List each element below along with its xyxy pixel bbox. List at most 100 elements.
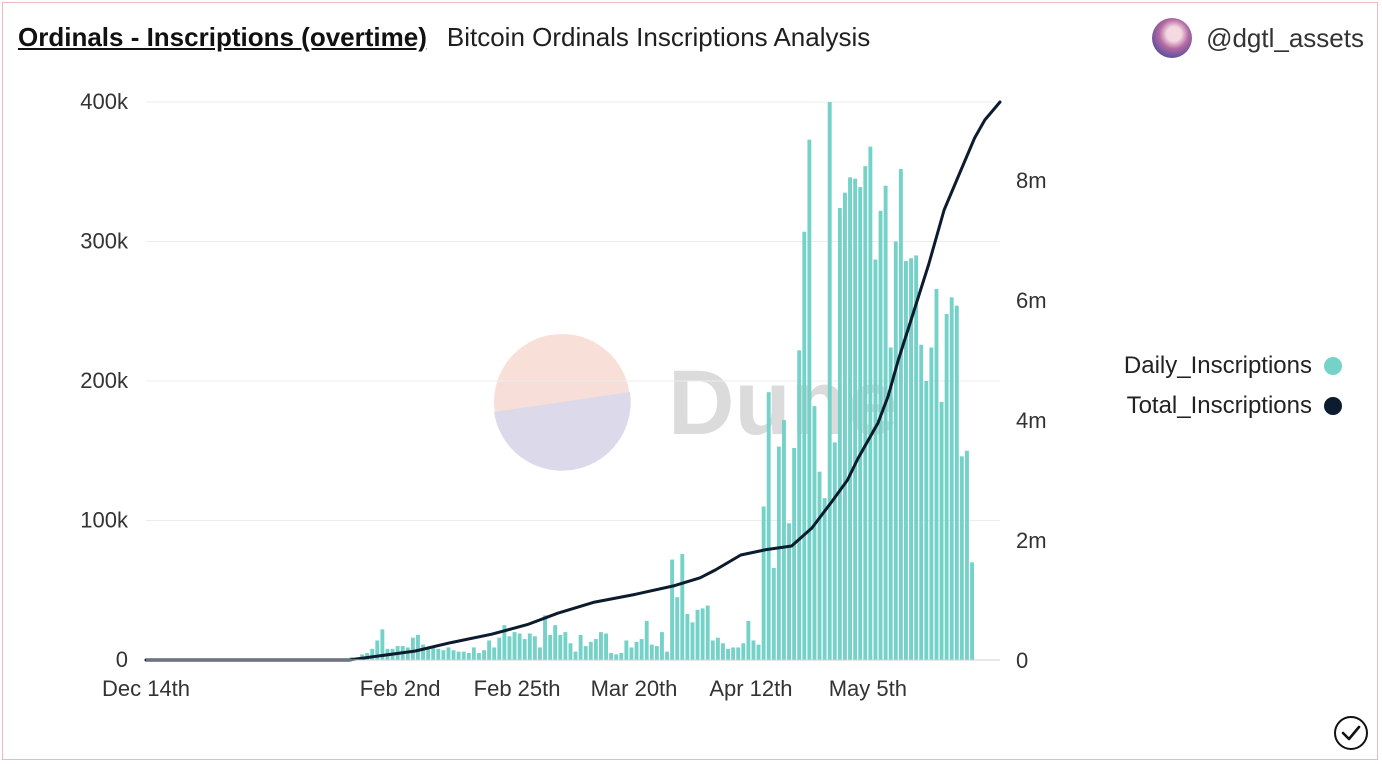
- bar-daily-inscriptions: [654, 646, 659, 660]
- line-total-inscriptions: [144, 100, 1002, 662]
- bar-daily-inscriptions: [634, 641, 639, 660]
- axes: 0 100k 200k 300k 400k 0 2m 4m 6m 8m Dec 14th Feb 2n…: [80, 89, 1046, 701]
- bar-daily-inscriptions: [446, 647, 451, 660]
- legend-dot-total: [1324, 397, 1342, 415]
- check-icon: [1341, 725, 1361, 741]
- bar-daily-inscriptions: [726, 648, 730, 660]
- bar-daily-inscriptions: [919, 344, 924, 660]
- bar-daily-inscriptions: [868, 146, 873, 660]
- bar-daily-inscriptions: [436, 648, 441, 660]
- bar-daily-inscriptions: [741, 643, 746, 660]
- x-tick-label: Mar 20th: [591, 676, 678, 701]
- bar-daily-inscriptions: [614, 654, 619, 660]
- bar-daily-inscriptions: [482, 650, 486, 660]
- legend-item-total[interactable]: Total_Inscriptions: [1098, 386, 1342, 426]
- bar-daily-inscriptions: [512, 632, 517, 660]
- legend-label-daily: Daily_Inscriptions: [1123, 352, 1312, 379]
- bar-daily-inscriptions: [410, 637, 415, 660]
- bar-daily-inscriptions: [558, 634, 563, 660]
- bar-daily-inscriptions: [604, 633, 608, 660]
- bar-daily-inscriptions: [624, 640, 629, 660]
- bar-daily-inscriptions: [883, 185, 888, 660]
- bar-daily-inscriptions: [675, 597, 680, 660]
- bar-daily-inscriptions: [782, 420, 786, 660]
- y-right-tick-label: 2m: [1016, 528, 1047, 553]
- bar-daily-inscriptions: [756, 644, 761, 660]
- bar-daily-inscriptions: [909, 258, 913, 660]
- bar-daily-inscriptions: [939, 401, 944, 660]
- bar-daily-inscriptions: [497, 637, 502, 660]
- bar-daily-inscriptions: [904, 261, 908, 660]
- bar-daily-inscriptions: [487, 640, 492, 660]
- author-profile-link[interactable]: @dgtl_assets: [1152, 18, 1364, 58]
- bar-daily-inscriptions: [588, 641, 593, 660]
- bar-daily-inscriptions: [456, 651, 461, 660]
- y-right-tick-label: 8m: [1016, 168, 1047, 193]
- bar-daily-inscriptions: [797, 350, 802, 660]
- bar-daily-inscriptions: [792, 447, 797, 660]
- bar-daily-inscriptions: [761, 506, 766, 660]
- bar-daily-inscriptions: [873, 259, 878, 660]
- bar-daily-inscriptions: [573, 651, 578, 660]
- bar-daily-inscriptions: [421, 644, 425, 660]
- bar-daily-inscriptions: [893, 241, 898, 660]
- bar-daily-inscriptions: [583, 646, 588, 660]
- bar-daily-inscriptions: [553, 625, 558, 660]
- bar-daily-inscriptions: [599, 632, 603, 660]
- bar-daily-inscriptions: [532, 636, 537, 660]
- bar-daily-inscriptions: [507, 636, 512, 660]
- bar-daily-inscriptions: [837, 208, 842, 660]
- bar-daily-inscriptions: [527, 633, 532, 660]
- legend: Daily_Inscriptions Total_Inscriptions: [1098, 346, 1342, 426]
- bar-daily-inscriptions: [477, 653, 481, 660]
- dune-watermark: Dune: [494, 334, 898, 471]
- y-left-tick-label: 400k: [80, 89, 129, 114]
- bar-daily-inscriptions: [543, 615, 547, 660]
- bar-daily-inscriptions: [380, 629, 385, 660]
- bar-daily-inscriptions: [848, 177, 852, 660]
- bar-daily-inscriptions: [944, 314, 949, 660]
- bar-daily-inscriptions: [548, 634, 553, 660]
- legend-item-daily[interactable]: Daily_Inscriptions: [1098, 346, 1342, 386]
- bar-daily-inscriptions: [685, 613, 690, 660]
- chart-title-link[interactable]: Ordinals - Inscriptions (overtime): [18, 22, 427, 52]
- bar-daily-inscriptions: [431, 646, 436, 660]
- bar-daily-inscriptions: [426, 648, 431, 660]
- avatar: [1152, 18, 1193, 58]
- bar-daily-inscriptions: [888, 347, 893, 660]
- bar-daily-inscriptions: [746, 620, 751, 660]
- total-inscriptions-line: [144, 100, 1002, 662]
- bar-daily-inscriptions: [751, 640, 756, 660]
- bar-daily-inscriptions: [471, 647, 476, 660]
- y-left-tick-label: 200k: [80, 368, 129, 393]
- x-tick-label: Feb 25th: [474, 676, 561, 701]
- author-name: @dgtl_assets: [1206, 22, 1364, 53]
- bar-daily-inscriptions: [802, 231, 807, 661]
- bar-daily-inscriptions: [949, 297, 954, 660]
- bar-daily-inscriptions: [863, 166, 868, 661]
- x-tick-label: May 5th: [829, 676, 907, 701]
- bar-daily-inscriptions: [858, 187, 863, 660]
- bar-daily-inscriptions: [451, 650, 456, 660]
- bar-daily-inscriptions: [715, 637, 720, 660]
- bar-daily-inscriptions: [416, 634, 420, 660]
- bar-daily-inscriptions: [568, 643, 573, 660]
- bar-daily-inscriptions: [660, 632, 664, 660]
- chart-header: Ordinals - Inscriptions (overtime) Bitco…: [18, 22, 870, 53]
- watermark-logo-shade: [494, 392, 631, 471]
- bar-daily-inscriptions: [787, 523, 791, 660]
- y-right-tick-label: 4m: [1016, 408, 1047, 433]
- bar-daily-inscriptions: [619, 653, 624, 660]
- bar-daily-inscriptions: [776, 446, 781, 660]
- bar-daily-inscriptions: [502, 625, 507, 660]
- bars-daily-inscriptions: [349, 102, 974, 661]
- bar-daily-inscriptions: [538, 647, 542, 660]
- x-tick-label: Dec 14th: [102, 676, 190, 701]
- grid-lines: [146, 101, 1000, 521]
- bar-daily-inscriptions: [639, 639, 644, 660]
- bar-daily-inscriptions: [629, 647, 634, 660]
- bar-daily-inscriptions: [736, 647, 741, 660]
- verified-check-button[interactable]: [1334, 716, 1368, 750]
